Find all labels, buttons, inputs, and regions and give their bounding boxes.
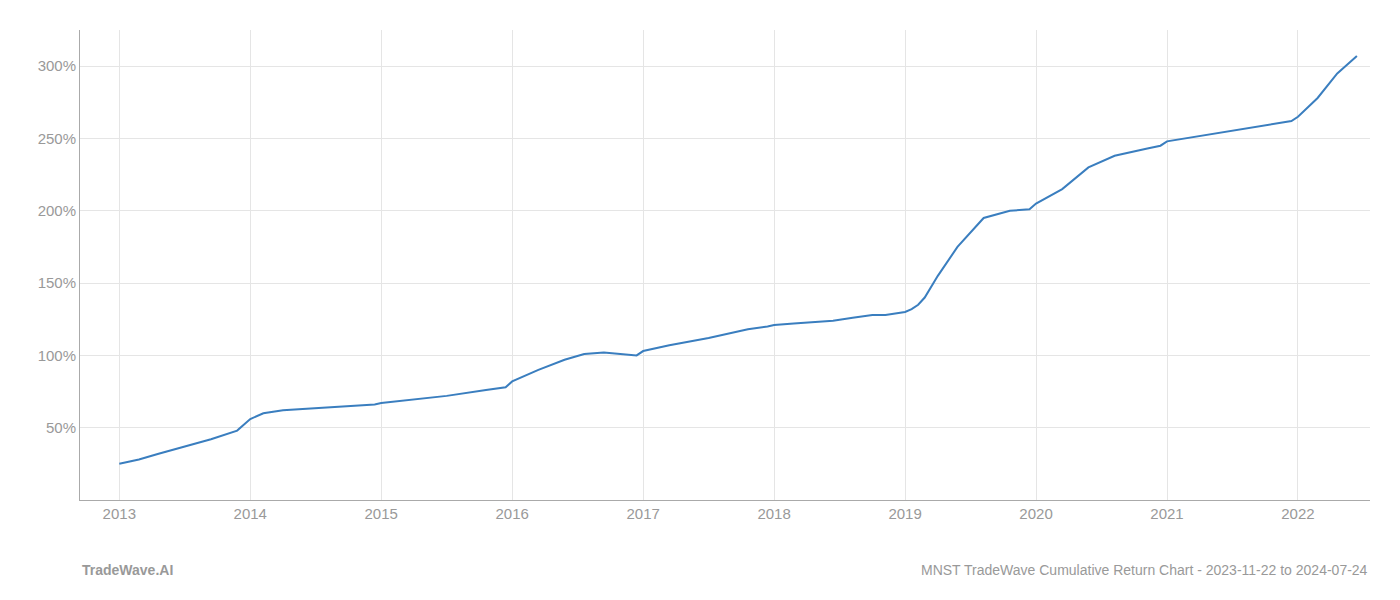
svg-text:2017: 2017: [626, 505, 659, 522]
svg-text:2020: 2020: [1019, 505, 1052, 522]
svg-text:2018: 2018: [757, 505, 790, 522]
svg-text:2022: 2022: [1281, 505, 1314, 522]
svg-text:TradeWave.AI: TradeWave.AI: [82, 562, 173, 578]
svg-text:2014: 2014: [234, 505, 267, 522]
svg-text:250%: 250%: [38, 130, 76, 147]
svg-text:100%: 100%: [38, 347, 76, 364]
svg-text:300%: 300%: [38, 57, 76, 74]
svg-text:150%: 150%: [38, 274, 76, 291]
svg-text:2015: 2015: [365, 505, 398, 522]
svg-text:50%: 50%: [46, 419, 76, 436]
svg-text:200%: 200%: [38, 202, 76, 219]
svg-text:2021: 2021: [1150, 505, 1183, 522]
svg-text:MNST TradeWave Cumulative Retu: MNST TradeWave Cumulative Return Chart -…: [921, 562, 1368, 578]
svg-text:2019: 2019: [888, 505, 921, 522]
svg-text:2016: 2016: [495, 505, 528, 522]
svg-text:2013: 2013: [103, 505, 136, 522]
